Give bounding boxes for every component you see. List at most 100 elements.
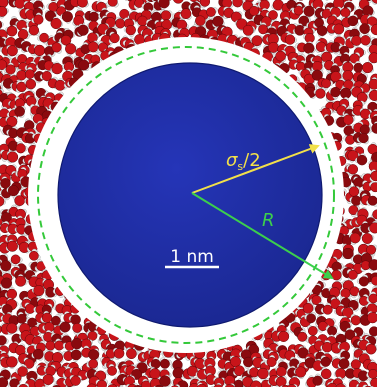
water-molecule: [213, 382, 223, 387]
water-molecule: [87, 40, 99, 53]
water-molecule: [303, 41, 316, 54]
water-molecule: [316, 25, 330, 38]
water-molecule: [189, 0, 198, 3]
water-molecule: [33, 44, 46, 57]
radius-dashed-circle: [37, 46, 335, 344]
water-molecule: [298, 15, 311, 29]
water-molecule: [206, 7, 218, 19]
water-molecule: [108, 31, 120, 44]
water-molecule: [6, 185, 20, 198]
water-molecule: [349, 286, 362, 299]
water-molecule: [369, 23, 377, 36]
water-molecule: [232, 0, 245, 8]
water-molecule: [39, 70, 52, 83]
water-molecule: [337, 356, 350, 369]
water-molecule: [366, 244, 377, 257]
water-molecule: [291, 3, 304, 16]
water-molecule: [7, 376, 20, 387]
water-molecule: [106, 0, 119, 8]
water-molecule: [160, 9, 173, 21]
water-molecule: [331, 269, 343, 282]
water-molecule: [344, 327, 357, 340]
water-molecule: [335, 383, 347, 387]
water-molecule: [341, 247, 355, 260]
water-molecule: [18, 241, 30, 254]
water-molecule: [312, 373, 325, 386]
water-molecule: [69, 375, 82, 386]
water-molecule: [0, 6, 9, 19]
water-molecule: [113, 347, 125, 361]
water-molecule: [0, 20, 4, 30]
water-molecule: [105, 363, 117, 376]
water-molecule: [149, 377, 162, 387]
water-molecule: [6, 151, 19, 164]
water-molecule: [369, 169, 377, 182]
water-molecule: [358, 221, 371, 234]
radius-arrow: [191, 192, 334, 280]
water-molecule: [367, 311, 377, 324]
water-molecule: [40, 310, 53, 323]
water-molecule: [365, 342, 377, 355]
sigma-half-arrow: [191, 144, 320, 194]
water-molecule: [274, 375, 287, 387]
water-molecule: [60, 11, 73, 24]
water-molecule: [44, 350, 55, 363]
water-molecule: [347, 14, 359, 27]
water-molecule: [14, 105, 26, 118]
water-molecule: [71, 337, 84, 351]
water-molecule: [267, 41, 281, 55]
water-molecule: [77, 23, 89, 36]
water-molecule: [159, 357, 172, 369]
water-molecule: [15, 167, 28, 179]
water-molecule: [59, 321, 71, 334]
water-molecule: [359, 23, 372, 36]
water-molecule: [50, 0, 57, 3]
water-molecule: [277, 330, 290, 342]
water-molecule: [356, 132, 369, 145]
water-molecule: [257, 0, 270, 10]
water-molecule: [359, 108, 372, 120]
water-molecule: [42, 373, 56, 387]
water-molecule: [86, 330, 99, 341]
water-molecule: [50, 61, 63, 75]
solute-sphere: [57, 62, 323, 328]
water-molecule: [360, 34, 372, 47]
water-molecule: [347, 150, 360, 163]
water-molecule: [0, 59, 8, 72]
water-molecule: [340, 86, 353, 99]
water-molecule: [0, 128, 1, 132]
water-molecule: [368, 77, 377, 90]
water-molecule: [346, 164, 359, 177]
water-molecule: [349, 195, 362, 208]
water-molecule: [86, 358, 99, 371]
water-molecule: [266, 33, 279, 46]
water-molecule: [292, 23, 306, 36]
water-molecule: [328, 86, 341, 100]
water-molecule: [173, 0, 184, 4]
water-molecule: [367, 220, 377, 234]
water-molecule: [311, 69, 324, 81]
water-molecule: [302, 302, 316, 316]
radius-label: R: [262, 210, 275, 231]
water-molecule: [304, 311, 317, 324]
water-molecule: [70, 349, 84, 362]
water-molecule: [264, 354, 277, 367]
water-molecule: [212, 15, 225, 28]
water-molecule: [0, 196, 6, 207]
water-molecule: [95, 379, 108, 387]
water-molecule: [362, 5, 375, 18]
water-molecule: [361, 62, 374, 74]
water-molecule: [29, 248, 41, 261]
water-molecule: [320, 367, 332, 380]
water-molecule: [36, 364, 49, 376]
water-molecule: [68, 314, 81, 327]
water-molecule: [368, 377, 377, 387]
water-molecule: [247, 367, 260, 380]
water-molecule: [50, 16, 64, 30]
water-molecule: [104, 348, 116, 361]
water-molecule: [312, 17, 326, 29]
water-molecule: [224, 375, 237, 387]
sigma-half-label: σs/2: [226, 150, 261, 173]
water-molecule: [6, 45, 18, 58]
